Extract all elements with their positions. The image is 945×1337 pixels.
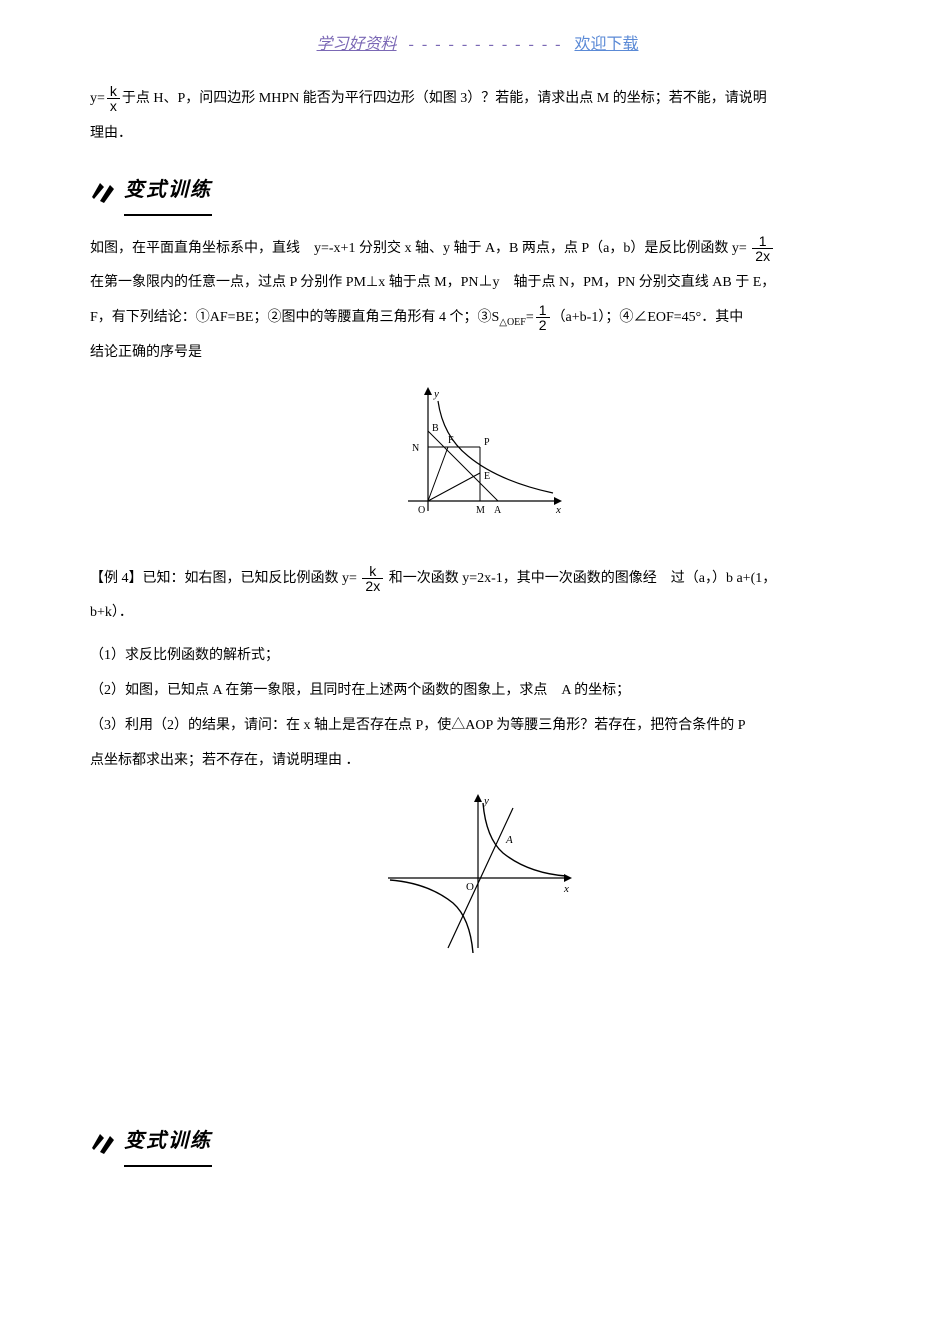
frac-1-over-2: 12: [536, 303, 550, 332]
fig1-label-B: B: [432, 423, 439, 434]
spacer: [90, 991, 865, 1101]
variant-p3sub: △OEF: [499, 317, 526, 328]
fig1-label-M: M: [476, 505, 485, 516]
example4-p1c: b+k）．: [90, 598, 865, 629]
variant-heading-2-text: 变式训练: [124, 1119, 212, 1167]
figure-1-svg: B N F P E O M A: [388, 381, 568, 531]
frag1-post1: 于点 H、P，问四边形 MHPN 能否为平行四边形（如图 3）？若能，请求出点 …: [122, 91, 767, 106]
variant-p1: 如图，在平面直角坐标系中，直线 y=-x+1 分别交 x 轴、y 轴于 A，B …: [90, 234, 865, 265]
variant-p3a: F，有下列结论：①AF=BE；②图中的等腰直角三角形有 4 个；③: [90, 310, 491, 325]
variant-p2: 在第一象限内的任意一点，过点 P 分别作 PM⊥x 轴于点 M，PN⊥y 轴于点…: [90, 268, 865, 299]
variant-p3: F，有下列结论：①AF=BE；②图中的等腰直角三角形有 4 个；③S△OEF=1…: [90, 303, 865, 334]
figure-1-wrap: B N F P E O M A: [90, 381, 865, 544]
example4-q1: （1）求反比例函数的解析式；: [90, 641, 865, 672]
pencil-icon: [90, 181, 118, 203]
figure-2-svg: O A y x: [378, 788, 578, 958]
fig2-label-x: x: [563, 883, 569, 895]
frac-k-over-x: kx: [107, 84, 120, 113]
fig1-label-y: y: [433, 388, 439, 400]
header-divider: - - - - - - - - - - - -: [409, 36, 563, 53]
variant-p1a: 如图，在平面直角坐标系中，直线 y=-x+1 分别交 x 轴、y 轴于 A，B …: [90, 241, 747, 256]
frag1-pre: y=: [90, 91, 105, 106]
example4-q3b: 点坐标都求出来；若不存在，请说明理由 ．: [90, 746, 865, 777]
fig2-label-y: y: [483, 795, 489, 807]
doc-header: 学习好资料 - - - - - - - - - - - - 欢迎下载: [90, 30, 865, 54]
header-right-link[interactable]: 欢迎下载: [574, 36, 638, 53]
example4-q2: （2）如图，已知点 A 在第一象限，且同时在上述两个函数的图象上，求点 A 的坐…: [90, 676, 865, 707]
fig1-label-N: N: [412, 443, 419, 454]
fig1-label-P: P: [484, 437, 490, 448]
example4-p1: 【例 4】已知：如右图，已知反比例函数 y= k2x 和一次函数 y=2x-1，…: [90, 564, 865, 595]
fig2-label-A: A: [505, 834, 513, 846]
header-left-link[interactable]: 学习好资料: [317, 36, 397, 53]
ex4-p1b: 和一次函数 y=2x-1，其中一次函数的图像经 过（a，）b a+(1，: [389, 571, 777, 586]
fig1-label-F: F: [448, 435, 454, 446]
fragment-paragraph-2: 理由．: [90, 119, 865, 150]
example4-q3: （3）利用（2）的结果，请问：在 x 轴上是否存在点 P，使△AOP 为等腰三角…: [90, 711, 865, 742]
ex4-p1a: 【例 4】已知：如右图，已知反比例函数 y=: [90, 571, 357, 586]
figure-2-wrap: O A y x: [90, 788, 865, 971]
fig1-label-E: E: [484, 471, 490, 482]
frac-k-over-2x: k2x: [362, 564, 383, 593]
fig1-label-O: O: [418, 505, 425, 516]
variant-heading-1: 变式训练: [90, 168, 865, 216]
variant-p4: 结论正确的序号是: [90, 338, 865, 369]
fig2-label-O: O: [466, 881, 474, 893]
variant-heading-1-text: 变式训练: [124, 168, 212, 216]
variant-heading-2: 变式训练: [90, 1119, 865, 1167]
fig1-label-A: A: [494, 505, 502, 516]
variant-p3d: （a+b-1）；④∠EOF=45°．其中: [552, 310, 744, 325]
pencil-icon-2: [90, 1132, 118, 1154]
fragment-paragraph-1: y=kx于点 H、P，问四边形 MHPN 能否为平行四边形（如图 3）？若能，请…: [90, 84, 865, 115]
frac-1-over-2x: 12x: [752, 234, 773, 263]
variant-p3c: =: [526, 310, 534, 325]
fig1-label-x: x: [555, 504, 561, 516]
